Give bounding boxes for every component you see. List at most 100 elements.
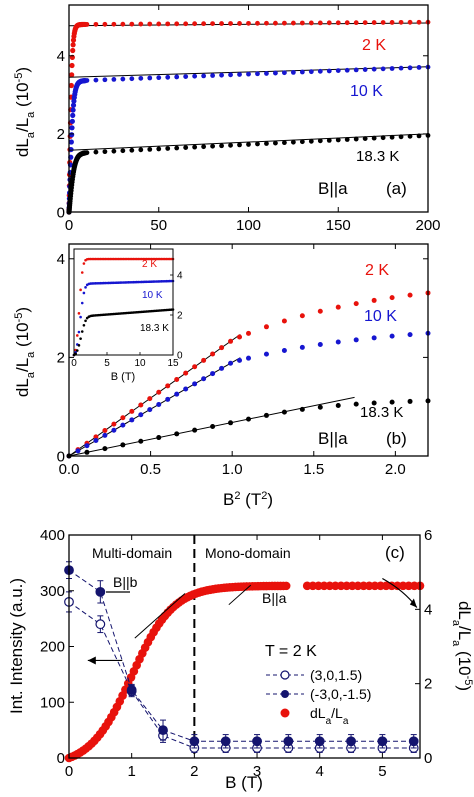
panel-b-ytick-label-0: 0: [57, 448, 65, 465]
inset-point-2-3: [77, 344, 81, 347]
panel-c-pointer-ba: [228, 584, 252, 606]
panel-b-point-0-8: [138, 402, 144, 408]
panel-a-point-1-h110: [264, 71, 269, 76]
panel-b-point-1-19: [237, 357, 243, 363]
panel-a-point-1-h180: [389, 66, 395, 71]
panel-b-point-1-22: [281, 348, 287, 354]
panel-a-point-0-h130: [299, 20, 305, 26]
panel-a-point-1-13: [69, 132, 75, 138]
panel-c-label-ba: B||a: [262, 590, 287, 606]
panel-b-point-1-12: [174, 391, 180, 397]
panel-b-point-1-27: [371, 335, 377, 341]
panel-b-point-1-24: [317, 342, 323, 348]
panel-b-point-1-20: [246, 355, 251, 361]
panel-a-point-0-h150: [335, 20, 341, 26]
panel-b-point-0-13: [183, 370, 189, 376]
panel-c-xtick-label-4: 4: [316, 763, 324, 780]
panel-a-point-1-h170: [371, 66, 377, 72]
panel-a-point-1-h50: [156, 75, 162, 81]
panel-b-xlabel: B2 (T2): [223, 490, 273, 509]
panel-a-point-0-h45: [147, 21, 153, 27]
panel-b-point-0-3: [93, 434, 99, 440]
panel-b-point-2-7: [192, 427, 198, 433]
panel-a-point-1-16: [70, 112, 76, 118]
panel-b-point-1-2: [84, 443, 90, 449]
panel-b-point-0-28: [389, 295, 395, 301]
panel-b-point-0-10: [156, 389, 162, 395]
panel-a-point-2-h180: [389, 134, 395, 140]
inset-point-2-2: [76, 349, 79, 352]
inset-point-0-5: [80, 271, 84, 274]
panel-b-point-1-18: [228, 360, 234, 366]
panel-b-point-2-15: [335, 403, 341, 409]
inset-background: [74, 249, 173, 355]
panel-b-point-0-18: [228, 338, 234, 344]
panel-b-point-2-11: [263, 412, 269, 418]
panel-b-point-1-6: [120, 422, 126, 428]
inset-xtick-label-2: 10: [134, 358, 146, 369]
panel-a-point-2-h30: [120, 148, 126, 154]
panel-a-point-0-h50: [156, 21, 162, 27]
panel-b-point-0-11: [165, 383, 171, 389]
panel-b-ytick-label-1: 2: [57, 350, 65, 367]
panel-b-point-0-25: [335, 304, 341, 310]
panel-a-point-2-h85: [219, 143, 224, 149]
panel-a-point-0-h120: [282, 20, 287, 26]
panel-a-point-0-h195: [416, 19, 422, 25]
panel-b-point-2-4: [138, 438, 144, 444]
panel-a-point-1-15: [69, 118, 75, 124]
panel-a-point-2-h25: [111, 148, 117, 154]
panel-a-xtick-label-0: 0: [65, 217, 73, 234]
panel-b-point-1-14: [192, 381, 198, 387]
panel-a-point-0-14: [69, 62, 75, 69]
panel-a-point-0-h55: [165, 21, 171, 27]
panel-c-y2tick-label-1: 2: [424, 676, 432, 693]
panel-b-point-1-21: [263, 351, 269, 357]
panel-a-point-1-h55: [165, 74, 171, 80]
panel-a-point-1-h175: [380, 66, 386, 72]
panel-a-point-1-14: [69, 125, 75, 131]
panel-a-point-0-h70: [192, 21, 198, 27]
panel-c-marks: [64, 535, 425, 763]
panel-a-xtick-label-2: 100: [236, 217, 261, 234]
panel-b-point-1-9: [147, 407, 153, 413]
inset-ytick-label-1: 2: [177, 311, 183, 322]
panel-a-point-2-h55: [165, 146, 171, 151]
panel-a-point-1-h25: [111, 77, 117, 82]
panel-b-label-2k: 2 K: [365, 262, 389, 279]
inset-point-0-4: [79, 288, 82, 292]
panel-a-point-2-h170: [371, 135, 377, 141]
panel-a-point-2-h105: [255, 141, 260, 147]
panel-b-point-0-6: [120, 415, 126, 421]
panel-b-point-1-13: [183, 386, 189, 392]
panel-a-point-1-h115: [273, 70, 278, 76]
panel-a-point-2-h130: [299, 139, 305, 145]
panel-a-point-2-h190: [407, 133, 413, 139]
panel-c-filled-point-4: [189, 736, 200, 747]
panel-a-point-1-h195: [416, 65, 422, 70]
panel-a-point-1-h140: [317, 68, 323, 74]
panel-b-point-2-1: [84, 449, 90, 455]
panel-b-point-0-5: [111, 421, 117, 427]
panel-c-filled-point-6: [252, 736, 262, 747]
panel-b-frame: [68, 243, 429, 457]
inset-point-1-6: [82, 291, 86, 295]
panel-c-open-line: [68, 601, 414, 749]
inset-point-2-4: [79, 337, 82, 340]
panel-b-point-1-11: [165, 396, 171, 402]
panel-b-point-1-26: [353, 337, 359, 343]
panel-b-point-2-19: [407, 398, 413, 404]
panel-c-ytick-label-0: 0: [57, 750, 65, 767]
panel-b-point-1-10: [156, 401, 162, 407]
panel-b-xtick-label-4: 2.0: [385, 461, 406, 478]
panel-a-point-2-h160: [353, 136, 359, 142]
panel-a-point-2-h20: [102, 149, 108, 155]
panel-a-point-1-h85: [219, 72, 224, 78]
inset-point-1-4: [79, 315, 82, 319]
panel-a-point-2-h120: [282, 140, 287, 146]
panel-a-point-1-h185: [398, 65, 404, 71]
panel-a-point-1-h90: [228, 72, 233, 78]
panel-a-point-2-h175: [380, 135, 386, 141]
panel-c-xtick-label-0: 0: [65, 763, 73, 780]
panel-a-ytick-label-2: 4: [57, 48, 65, 65]
